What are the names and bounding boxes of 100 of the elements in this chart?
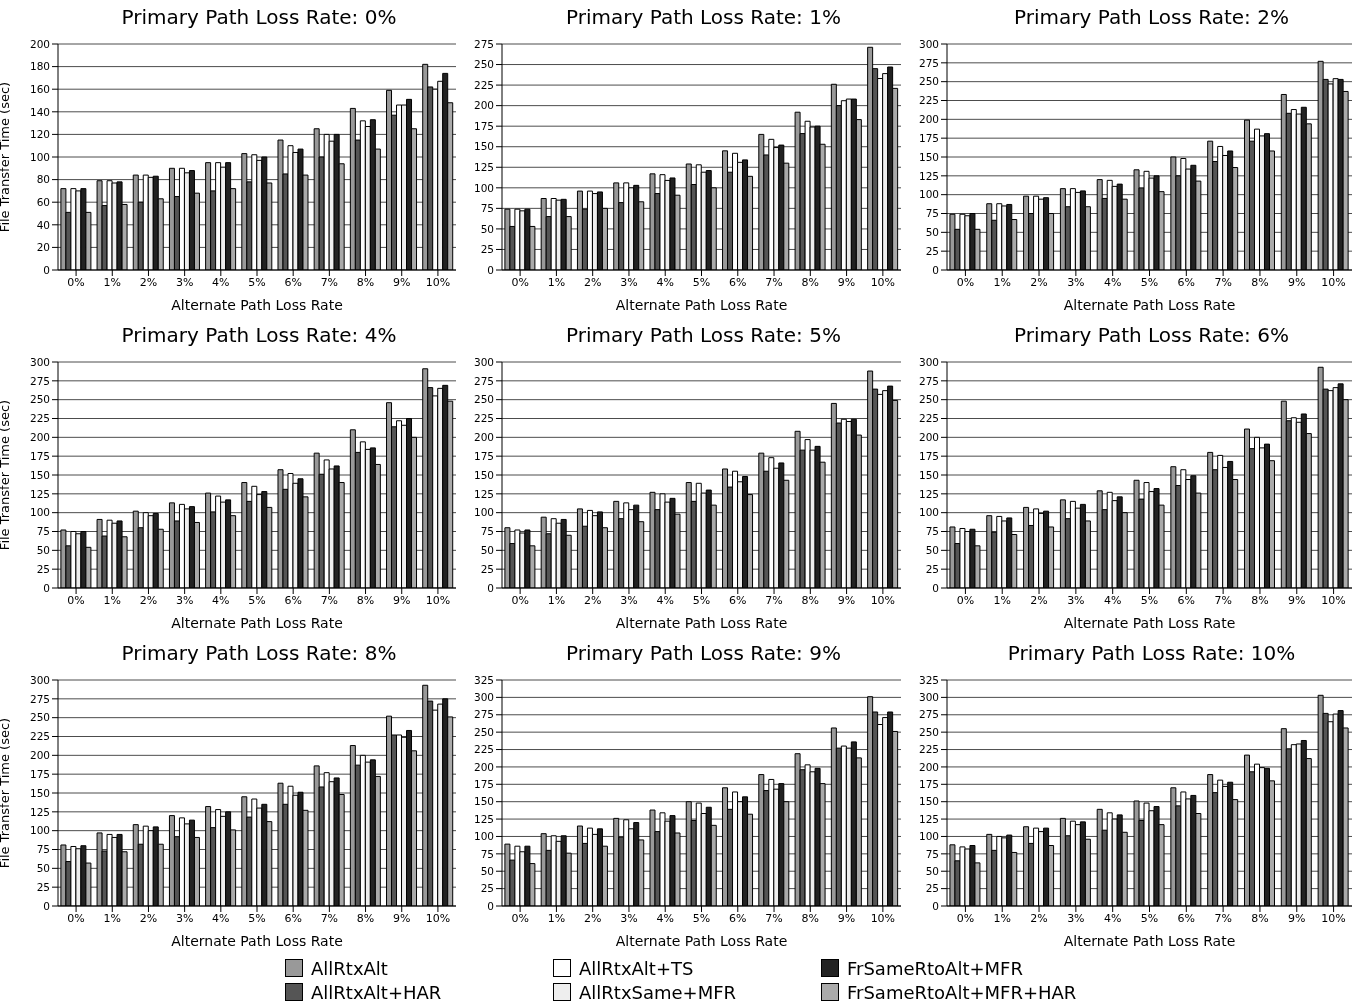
chart-title: Primary Path Loss Rate: 0% [120, 4, 398, 31]
y-tick-label: 75 [925, 207, 939, 220]
x-tick-label: 9% [1288, 593, 1306, 607]
x-tick-label: 0% [67, 911, 85, 925]
legend-label: FrSameRtoAlt+MFR+HAR [847, 981, 1077, 1003]
x-tick-label: 6% [1177, 911, 1196, 925]
y-tick-label: 50 [925, 864, 939, 877]
x-tick-label: 10% [1321, 911, 1346, 925]
x-tick-label: 0% [511, 275, 529, 289]
y-tick-label: 0 [932, 899, 939, 912]
y-tick-label: 225 [29, 730, 50, 743]
y-tick-label: 50 [925, 544, 939, 557]
x-tick-label: 6% [1177, 275, 1196, 289]
x-tick-label: 9% [393, 593, 411, 607]
x-tick-label: 0% [956, 593, 975, 607]
y-tick-label: 0 [487, 263, 494, 276]
y-tick-label: 125 [918, 812, 939, 825]
y-tick-label: 125 [918, 169, 939, 182]
x-axis-title: Alternate Path Loss Rate [171, 933, 343, 949]
x-tick-label: 4% [212, 593, 230, 607]
y-tick-label: 40 [36, 218, 50, 231]
y-tick-label: 275 [473, 37, 494, 50]
y-tick-label: 300 [29, 355, 50, 368]
x-tick-label: 0% [67, 275, 85, 289]
chart-title: Primary Path Loss Rate: 1% [565, 4, 842, 31]
y-tick-label: 50 [36, 862, 50, 875]
x-tick-label: 3% [1067, 911, 1085, 925]
x-tick-label: 5% [248, 275, 266, 289]
y-tick-label: 250 [918, 75, 939, 88]
x-tick-label: 10% [1321, 275, 1346, 289]
x-tick-label: 9% [837, 911, 856, 925]
x-tick-label: 6% [729, 275, 747, 289]
y-tick-label: 200 [29, 37, 50, 50]
y-tick-label: 225 [918, 94, 939, 107]
x-tick-label: 6% [284, 593, 302, 607]
y-tick-label: 225 [473, 78, 494, 91]
x-tick-label: 2% [139, 593, 158, 607]
x-tick-label: 8% [801, 593, 820, 607]
y-tick-label: 200 [918, 431, 939, 444]
x-tick-label: 3% [620, 275, 638, 289]
x-tick-label: 4% [1103, 911, 1122, 925]
y-tick-label: 225 [473, 412, 494, 425]
y-tick-label: 200 [29, 749, 50, 762]
x-tick-label: 2% [583, 593, 602, 607]
x-tick-label: 8% [356, 275, 375, 289]
x-tick-label: 7% [320, 911, 339, 925]
x-tick-label: 1% [547, 593, 566, 607]
x-tick-label: 3% [620, 593, 638, 607]
y-tick-label: 0 [932, 263, 939, 276]
chart-title: Primary Path Loss Rate: 9% [565, 640, 842, 667]
x-tick-label: 10% [870, 911, 896, 925]
x-tick-label: 5% [692, 593, 711, 607]
y-tick-label: 175 [29, 767, 50, 780]
x-tick-label: 4% [656, 911, 674, 925]
x-tick-label: 7% [320, 593, 339, 607]
legend-label: AllRtxAlt [311, 957, 388, 979]
chart-title: Primary Path Loss Rate: 5% [565, 322, 842, 349]
y-tick-label: 175 [473, 778, 494, 791]
y-tick-label: 50 [36, 544, 50, 557]
y-tick-label: 100 [29, 824, 50, 837]
x-tick-label: 1% [103, 593, 121, 607]
y-tick-label: 150 [29, 786, 50, 799]
x-axis-title: Alternate Path Loss Rate [171, 297, 343, 313]
x-tick-label: 3% [175, 275, 194, 289]
y-tick-label: 75 [36, 843, 50, 856]
y-tick-label: 275 [918, 374, 939, 387]
y-tick-label: 125 [29, 487, 50, 500]
y-tick-label: 140 [29, 105, 50, 118]
x-tick-label: 0% [511, 593, 529, 607]
y-tick-label: 200 [918, 760, 939, 773]
x-tick-label: 10% [425, 593, 451, 607]
legend-label: FrSameRtoAlt+MFR [847, 957, 1023, 979]
x-tick-label: 2% [1030, 593, 1048, 607]
x-tick-label: 8% [801, 911, 820, 925]
chart-title: Primary Path Loss Rate: 10% [1006, 640, 1297, 667]
x-tick-label: 8% [1251, 911, 1269, 925]
x-tick-label: 2% [1030, 275, 1048, 289]
x-tick-label: 7% [1214, 911, 1232, 925]
y-tick-label: 275 [918, 708, 939, 721]
y-tick-label: 25 [480, 882, 494, 895]
x-tick-label: 7% [765, 911, 783, 925]
x-tick-label: 2% [139, 275, 158, 289]
y-tick-label: 200 [473, 99, 494, 112]
y-tick-label: 25 [480, 243, 494, 256]
y-tick-label: 25 [36, 562, 50, 575]
chart-title: Primary Path Loss Rate: 2% [1013, 4, 1290, 31]
y-tick-label: 60 [36, 195, 50, 208]
y-tick-label: 0 [43, 581, 50, 594]
y-tick-label: 100 [918, 830, 939, 843]
x-tick-label: 0% [956, 911, 975, 925]
y-tick-label: 25 [925, 882, 939, 895]
y-tick-label: 50 [480, 222, 494, 235]
x-tick-label: 4% [656, 275, 674, 289]
y-tick-label: 150 [473, 468, 494, 481]
chart-title: Primary Path Loss Rate: 8% [120, 640, 398, 667]
x-tick-label: 2% [583, 275, 602, 289]
y-tick-label: 100 [473, 506, 494, 519]
y-tick-label: 250 [918, 393, 939, 406]
y-tick-label: 325 [473, 673, 494, 686]
x-axis-title: Alternate Path Loss Rate [1063, 933, 1236, 949]
